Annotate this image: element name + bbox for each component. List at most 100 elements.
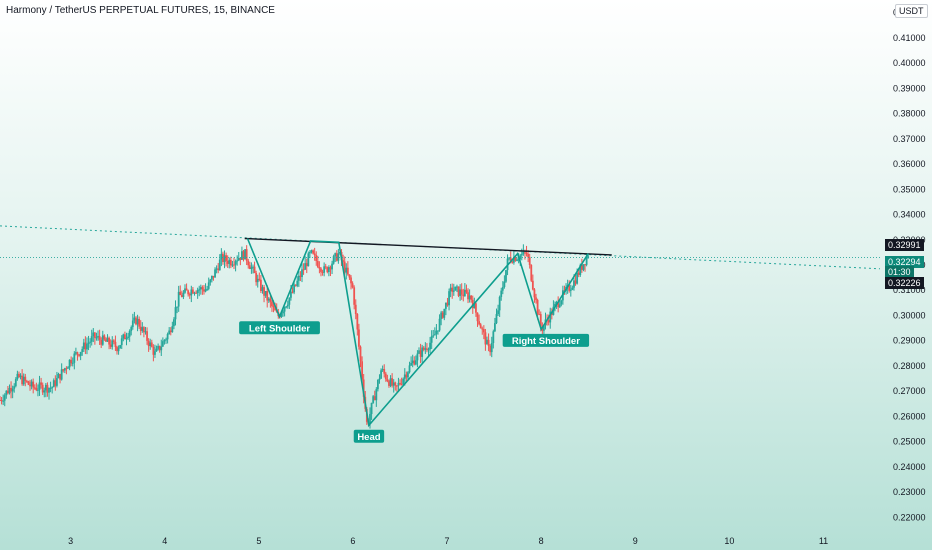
candle-body: [73, 353, 76, 363]
candle-body: [381, 369, 384, 371]
candle-body: [160, 346, 163, 351]
candle-body: [95, 337, 98, 339]
candle-body: [444, 302, 447, 309]
candle-body: [267, 298, 270, 301]
candle-body: [204, 289, 207, 292]
candle-body: [490, 343, 493, 353]
y-tick-label: 0.29000: [893, 336, 926, 346]
candle-body: [471, 299, 474, 309]
pattern-label: Head: [357, 432, 380, 443]
candle-body: [76, 352, 79, 355]
candle-body: [155, 348, 158, 352]
candle-body: [433, 334, 436, 336]
candle-body: [395, 385, 398, 387]
candle-body: [117, 348, 120, 352]
candle-body: [539, 314, 542, 328]
candle-body: [569, 289, 572, 291]
candle-body: [207, 282, 210, 289]
candle-body: [373, 396, 376, 401]
candle-body: [210, 275, 213, 280]
candle-body: [67, 367, 69, 369]
candle-body: [266, 291, 269, 301]
candle-body: [198, 289, 201, 291]
candle-body: [146, 331, 148, 341]
y-tick-label: 0.39000: [893, 83, 926, 93]
candle-body: [353, 287, 356, 305]
candle-body: [568, 284, 571, 291]
candle-body: [256, 278, 259, 283]
candle-body: [441, 312, 444, 318]
candle-body: [106, 337, 109, 342]
candle-body: [14, 379, 17, 387]
candle-body: [142, 327, 145, 333]
x-tick-label: 9: [633, 536, 638, 546]
neckline: [244, 237, 612, 256]
candle-body: [111, 340, 114, 347]
candle-body: [508, 257, 511, 259]
candle-body: [7, 390, 9, 394]
candle-body: [489, 345, 492, 353]
candle-body: [512, 256, 515, 263]
candle-body: [169, 330, 172, 333]
candle-body: [130, 327, 133, 331]
candle-body: [272, 306, 275, 308]
candle-body: [263, 287, 265, 296]
candle-body: [33, 387, 36, 389]
y-tick-label: 0.28000: [893, 361, 926, 371]
candle-body: [557, 301, 560, 308]
candle-body: [389, 378, 392, 386]
candle-body: [307, 253, 310, 267]
candle-body: [487, 339, 490, 346]
candle-body: [100, 339, 103, 345]
candle-body: [187, 290, 190, 295]
candle-body: [220, 253, 223, 260]
candle-body: [190, 289, 193, 296]
candle-body: [476, 312, 479, 322]
candle-body: [580, 264, 583, 270]
candle-body: [304, 263, 307, 270]
currency-unit-button[interactable]: USDT: [895, 4, 928, 18]
candle-body: [150, 342, 153, 347]
candle-body: [212, 275, 215, 278]
candle-body: [497, 310, 499, 315]
candle-body: [229, 259, 232, 266]
candle-body: [429, 342, 431, 350]
candle-body: [193, 292, 196, 294]
y-tick-label: 0.36000: [893, 159, 926, 169]
candle-body: [152, 346, 155, 355]
candle-body: [60, 369, 63, 380]
candle-body: [525, 252, 528, 255]
candle-body: [337, 253, 340, 261]
candle-body: [494, 323, 496, 332]
candle-body: [418, 350, 420, 354]
candle-body: [269, 298, 272, 302]
candle-body: [462, 294, 465, 297]
candle-body: [131, 320, 134, 328]
candle-body: [86, 343, 88, 350]
candle-body: [465, 289, 468, 293]
candle-body: [437, 330, 439, 332]
y-tick-label: 0.38000: [893, 109, 926, 119]
candle-body: [413, 360, 416, 365]
candle-body: [8, 387, 11, 394]
candle-body: [184, 288, 186, 293]
candle-body: [380, 370, 382, 379]
candle-body: [62, 369, 65, 371]
candle-body: [500, 290, 503, 297]
candle-body: [228, 259, 231, 264]
candle-body: [32, 381, 35, 388]
candle-body: [321, 271, 324, 273]
candle-body: [182, 292, 185, 297]
candle-body: [261, 287, 264, 291]
pattern-label-bg: [239, 321, 320, 335]
candle-body: [482, 329, 485, 333]
candle-body: [315, 255, 318, 262]
candle-body: [165, 339, 167, 341]
candle-body: [30, 381, 33, 387]
candle-body: [24, 376, 27, 381]
candle-body: [426, 348, 428, 350]
candle-body: [473, 303, 476, 309]
candle-body: [92, 332, 95, 337]
candle-body: [354, 304, 357, 315]
